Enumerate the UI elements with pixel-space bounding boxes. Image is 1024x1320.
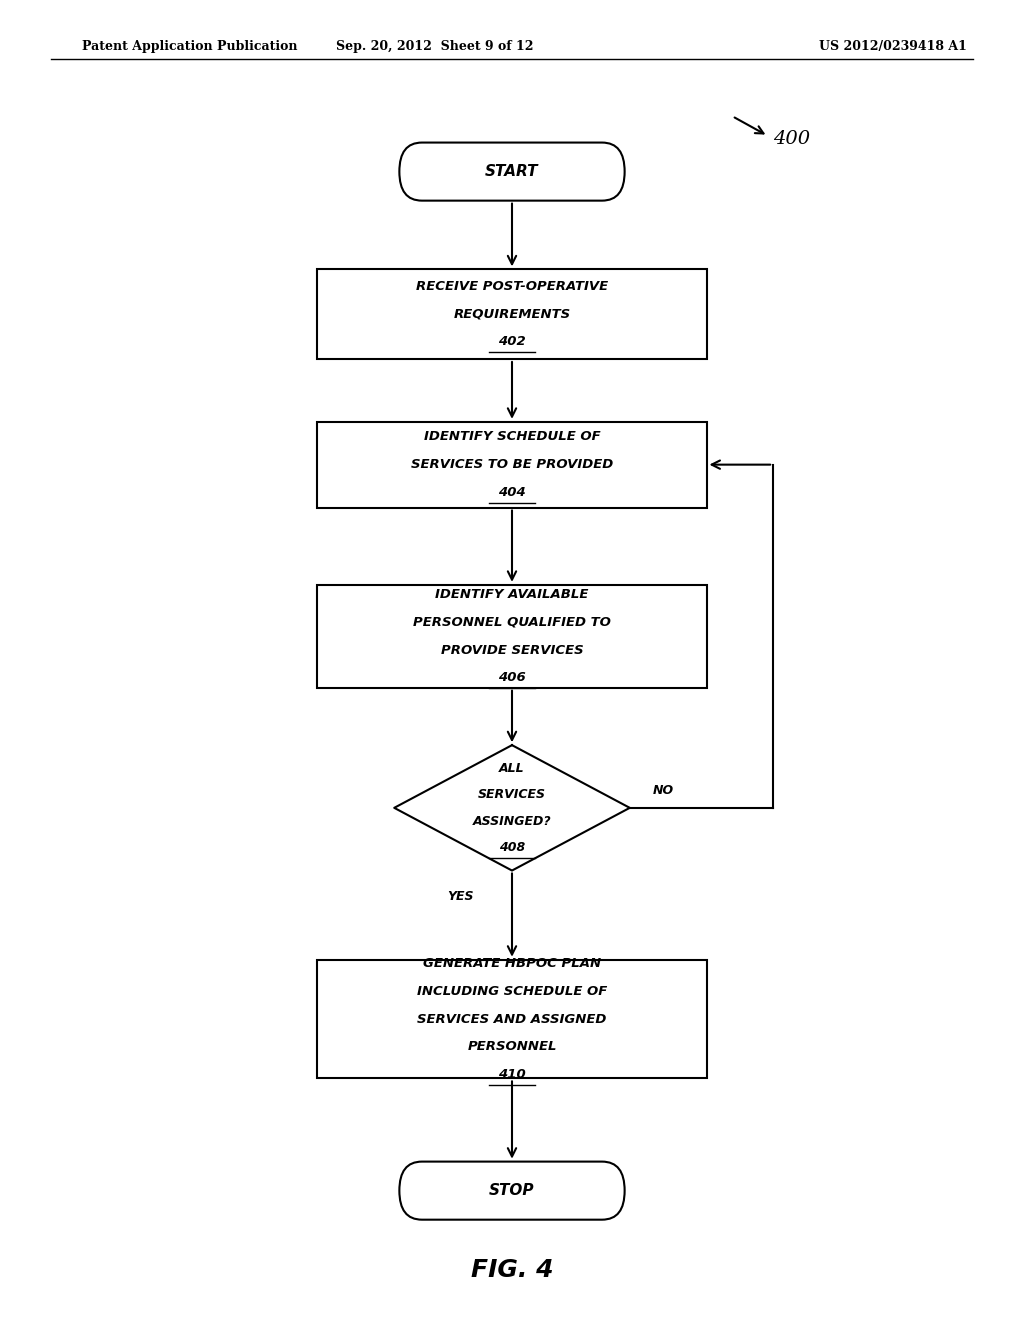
Text: US 2012/0239418 A1: US 2012/0239418 A1 [819, 40, 967, 53]
Text: YES: YES [447, 891, 474, 903]
Text: PERSONNEL QUALIFIED TO: PERSONNEL QUALIFIED TO [413, 616, 611, 628]
Text: START: START [485, 164, 539, 180]
FancyBboxPatch shape [399, 143, 625, 201]
Text: IDENTIFY SCHEDULE OF: IDENTIFY SCHEDULE OF [424, 430, 600, 444]
Text: PERSONNEL: PERSONNEL [467, 1040, 557, 1053]
Text: 402: 402 [498, 335, 526, 348]
Text: SERVICES TO BE PROVIDED: SERVICES TO BE PROVIDED [411, 458, 613, 471]
Polygon shape [394, 744, 630, 871]
Text: Sep. 20, 2012  Sheet 9 of 12: Sep. 20, 2012 Sheet 9 of 12 [337, 40, 534, 53]
Text: 406: 406 [498, 672, 526, 684]
Bar [317, 960, 707, 1078]
Text: SERVICES: SERVICES [478, 788, 546, 801]
Text: RECEIVE POST-OPERATIVE: RECEIVE POST-OPERATIVE [416, 280, 608, 293]
Text: 408: 408 [499, 841, 525, 854]
Text: ASSINGED?: ASSINGED? [473, 814, 551, 828]
Bar [317, 585, 707, 688]
Bar [317, 269, 707, 359]
Text: REQUIREMENTS: REQUIREMENTS [454, 308, 570, 321]
Text: IDENTIFY AVAILABLE: IDENTIFY AVAILABLE [435, 589, 589, 601]
Text: NO: NO [652, 784, 674, 797]
Text: SERVICES AND ASSIGNED: SERVICES AND ASSIGNED [418, 1012, 606, 1026]
Bar [317, 421, 707, 507]
Text: ALL: ALL [499, 762, 525, 775]
Text: 404: 404 [498, 486, 526, 499]
Text: INCLUDING SCHEDULE OF: INCLUDING SCHEDULE OF [417, 985, 607, 998]
Text: GENERATE HBPOC PLAN: GENERATE HBPOC PLAN [423, 957, 601, 970]
Text: FIG. 4: FIG. 4 [471, 1258, 553, 1282]
Text: 410: 410 [498, 1068, 526, 1081]
Text: Patent Application Publication: Patent Application Publication [82, 40, 297, 53]
Text: STOP: STOP [489, 1183, 535, 1199]
Text: PROVIDE SERVICES: PROVIDE SERVICES [440, 644, 584, 656]
FancyBboxPatch shape [399, 1162, 625, 1220]
Text: 400: 400 [773, 129, 810, 148]
